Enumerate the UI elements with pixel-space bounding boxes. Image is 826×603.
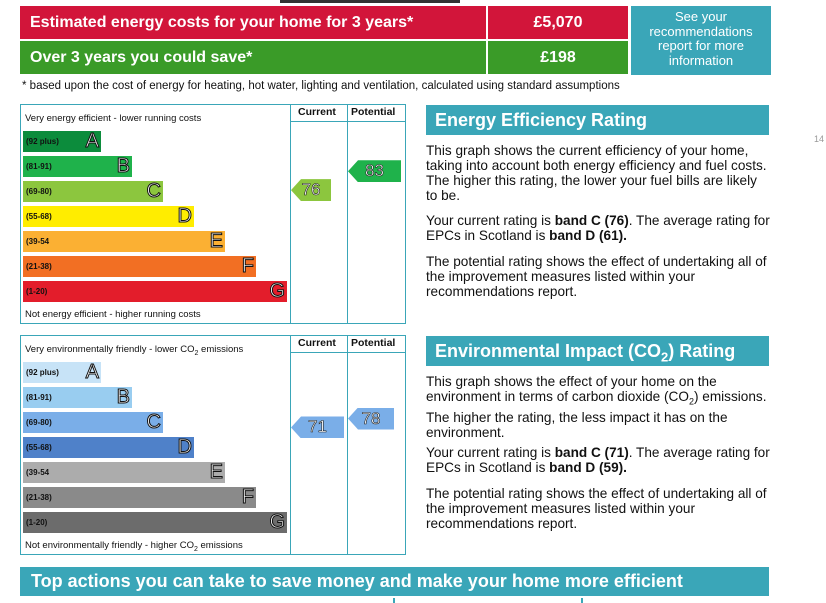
- energy-current-text: Your current rating is band C (76). The …: [426, 213, 770, 243]
- band-range-label: (39-54: [26, 237, 50, 246]
- env-potential-text: The potential rating shows the effect of…: [426, 486, 767, 531]
- env-band-d: (55-68) D: [23, 436, 194, 458]
- env-top-note: Very environmentally friendly - lower CO…: [25, 344, 244, 357]
- column-divider: [347, 105, 348, 323]
- band-range-label: (1-20): [26, 518, 48, 527]
- column-divider: [347, 336, 348, 554]
- estimated-cost-label: Estimated energy costs for your home for…: [20, 6, 486, 39]
- band-letter: C: [146, 180, 161, 202]
- environmental-rating-chart: Current Potential Very environmentally f…: [20, 335, 406, 555]
- band-letter: E: [209, 461, 223, 483]
- table-divider-tick: [393, 598, 395, 603]
- band-range-label: (92 plus): [26, 137, 59, 146]
- env-band-a: (92 plus) A: [23, 361, 101, 383]
- env-bottom-note: Not environmentally friendly - higher CO…: [25, 540, 243, 553]
- env-band-g: (1-20) G: [23, 511, 287, 533]
- env-band-f: (21-38) F: [23, 486, 256, 508]
- band-letter: F: [241, 486, 254, 508]
- band-range-label: (1-20): [26, 287, 48, 296]
- potential-column-header: Potential: [351, 337, 396, 349]
- energy-potential-text: The potential rating shows the effect of…: [426, 254, 767, 299]
- see-recommendations-link[interactable]: See your recommendations report for more…: [631, 6, 771, 75]
- top-edge-bar: [280, 0, 460, 3]
- energy-band-a: (92 plus) A: [23, 130, 101, 152]
- band-letter: G: [269, 280, 286, 302]
- potential-column-header: Potential: [351, 106, 396, 118]
- cost-footnote: * based upon the cost of energy for heat…: [22, 80, 620, 92]
- band-letter: F: [241, 255, 254, 277]
- energy-band-b: (81-91) B: [23, 155, 132, 177]
- band-letter: B: [116, 155, 130, 177]
- savings-label: Over 3 years you could save*: [20, 41, 486, 74]
- band-range-label: (81-91): [26, 162, 52, 171]
- band-range-label: (92 plus): [26, 368, 59, 377]
- band-letter: A: [85, 130, 99, 152]
- band-letter: A: [85, 361, 99, 383]
- savings-value: £198: [488, 41, 628, 74]
- env-rating-heading: Environmental Impact (CO2) Rating: [426, 336, 769, 366]
- band-letter: D: [177, 205, 192, 227]
- column-divider: [290, 105, 291, 323]
- page-marker: 14: [814, 134, 825, 144]
- column-divider: [290, 336, 291, 554]
- energy-potential-rating: 83: [348, 160, 401, 183]
- env-description: This graph shows the effect of your home…: [426, 374, 767, 440]
- table-divider-tick: [581, 598, 583, 603]
- energy-description: This graph shows the current efficiency …: [426, 143, 767, 203]
- env-band-b: (81-91) B: [23, 386, 132, 408]
- band-range-label: (69-80): [26, 187, 52, 196]
- current-column-header: Current: [298, 106, 336, 118]
- band-range-label: (55-68): [26, 443, 52, 452]
- energy-band-g: (1-20) G: [23, 280, 287, 302]
- band-letter: C: [146, 411, 161, 433]
- column-header-divider: [290, 121, 406, 122]
- band-letter: B: [116, 386, 130, 408]
- env-current-rating: 71: [291, 416, 344, 439]
- energy-band-f: (21-38) F: [23, 255, 256, 277]
- band-letter: G: [269, 511, 286, 533]
- band-letter: E: [209, 230, 223, 252]
- band-range-label: (55-68): [26, 212, 52, 221]
- energy-band-e: (39-54 E: [23, 230, 225, 252]
- band-range-label: (39-54: [26, 468, 50, 477]
- env-band-e: (39-54 E: [23, 461, 225, 483]
- column-header-divider: [290, 352, 406, 353]
- band-range-label: (21-38): [26, 493, 52, 502]
- env-current-text: Your current rating is band C (71). The …: [426, 445, 770, 475]
- estimated-cost-value: £5,070: [488, 6, 628, 39]
- band-range-label: (69-80): [26, 418, 52, 427]
- energy-current-rating: 76: [291, 179, 331, 202]
- env-potential-rating: 78: [348, 407, 394, 430]
- energy-bottom-note: Not energy efficient - higher running co…: [25, 309, 201, 320]
- top-actions-heading: Top actions you can take to save money a…: [20, 567, 769, 596]
- band-range-label: (81-91): [26, 393, 52, 402]
- band-letter: D: [177, 436, 192, 458]
- energy-band-d: (55-68) D: [23, 205, 194, 227]
- energy-top-note: Very energy efficient - lower running co…: [25, 113, 202, 124]
- energy-rating-chart: Current Potential Very energy efficient …: [20, 104, 406, 324]
- env-band-c: (69-80) C: [23, 411, 163, 433]
- current-column-header: Current: [298, 337, 336, 349]
- energy-rating-heading: Energy Efficiency Rating: [426, 105, 769, 135]
- energy-band-c: (69-80) C: [23, 180, 163, 202]
- band-range-label: (21-38): [26, 262, 52, 271]
